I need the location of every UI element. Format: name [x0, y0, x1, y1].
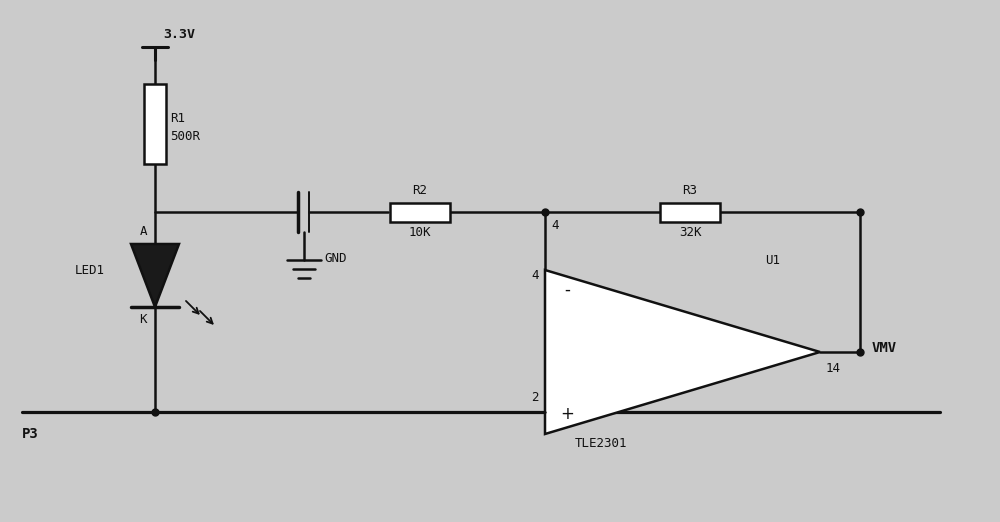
Text: 4: 4 [551, 219, 558, 232]
Text: +: + [560, 405, 574, 423]
Text: VMV: VMV [872, 341, 897, 355]
Text: 2: 2 [532, 391, 539, 404]
Text: 10K: 10K [409, 227, 431, 240]
Text: R3: R3 [682, 184, 698, 197]
Text: K: K [140, 313, 147, 326]
Polygon shape [131, 244, 179, 307]
Bar [390, 203, 450, 221]
Text: P3: P3 [22, 427, 39, 441]
Text: -: - [564, 281, 570, 299]
Text: A: A [140, 225, 147, 238]
Text: U1: U1 [765, 254, 780, 267]
Text: 3.3V: 3.3V [163, 28, 195, 41]
Text: R2: R2 [413, 184, 428, 197]
Text: 500R: 500R [170, 129, 200, 143]
Text: TLE2301: TLE2301 [575, 437, 628, 450]
Polygon shape [545, 270, 820, 434]
Text: LED1: LED1 [75, 264, 105, 277]
Text: 14: 14 [826, 362, 841, 375]
Text: GND: GND [324, 252, 347, 265]
Bar [144, 84, 166, 164]
Text: 4: 4 [532, 269, 539, 282]
Text: R1: R1 [170, 112, 185, 125]
Text: 32K: 32K [679, 227, 701, 240]
Bar [660, 203, 720, 221]
